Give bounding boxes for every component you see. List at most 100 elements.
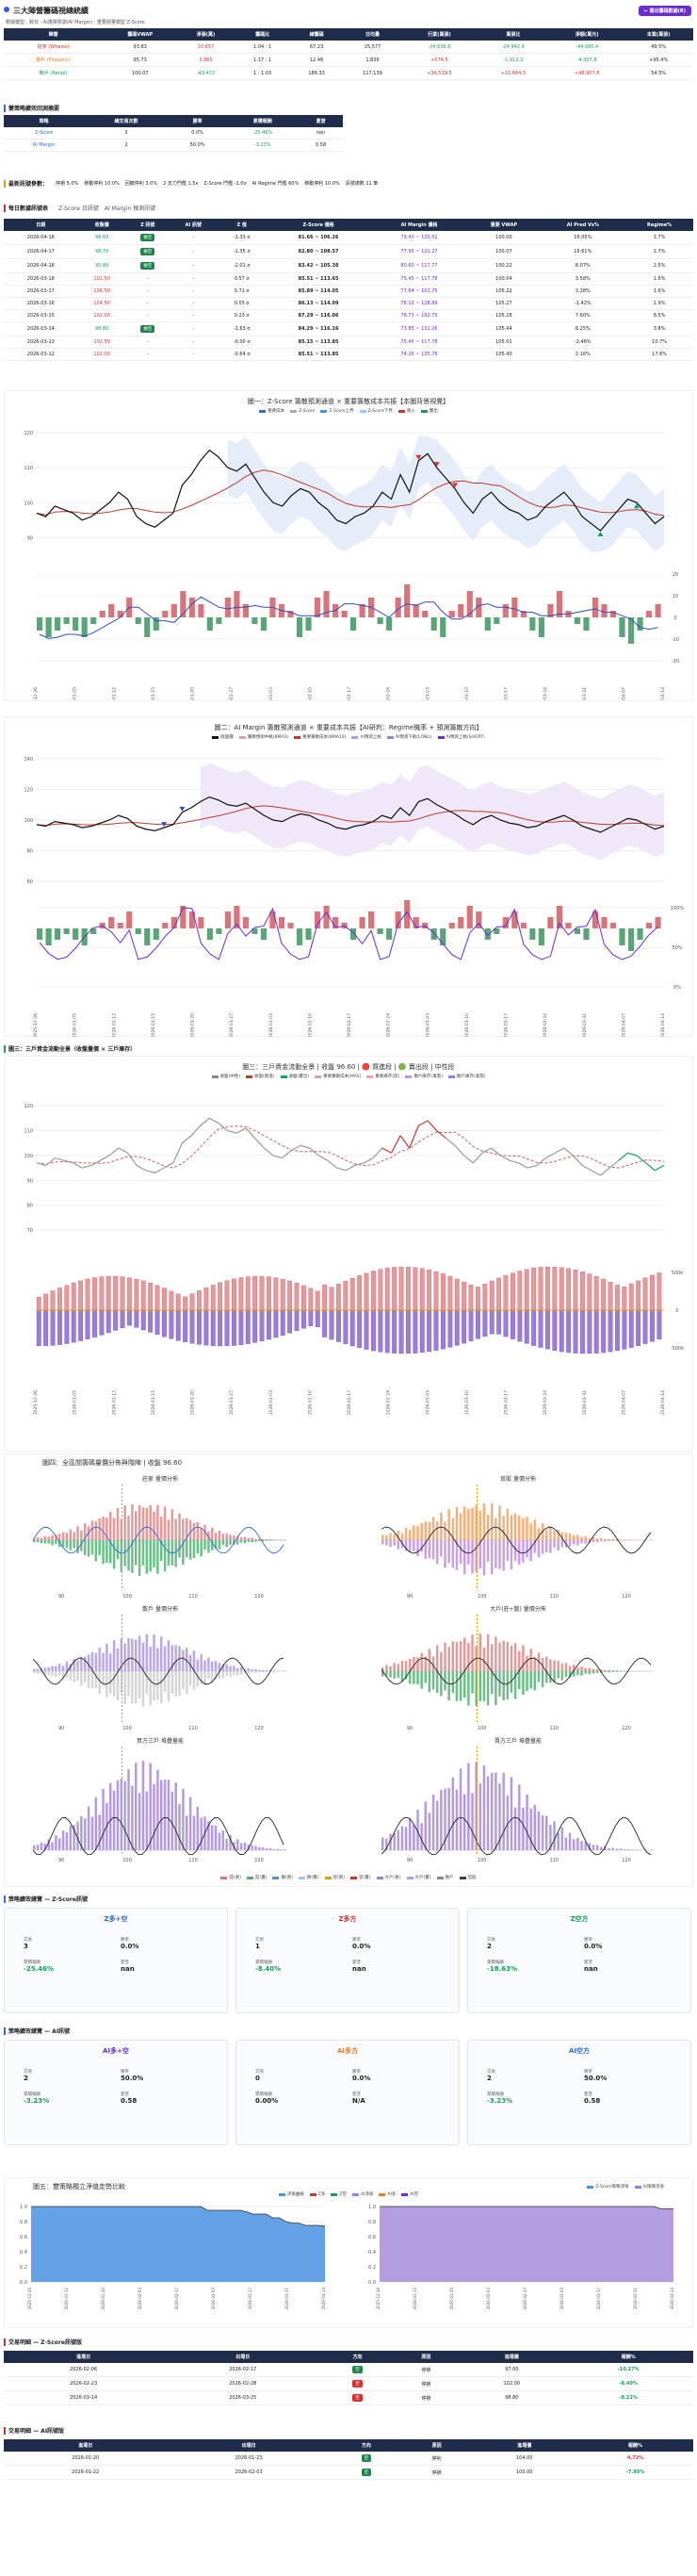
legend-entry[interactable]: 大戶(買) — [376, 1875, 401, 1880]
trades_ai-col-header[interactable]: 原因 — [401, 2439, 472, 2452]
backtest-col-header[interactable]: 總交易次數 — [84, 115, 169, 127]
trades_ai-col-header[interactable]: 進場價 — [471, 2439, 578, 2452]
trades_ai-col-header[interactable]: 方向 — [330, 2439, 402, 2452]
signal_table-col-header[interactable]: Z 值 — [217, 219, 267, 231]
legend-entry[interactable]: AI預測上軌 — [351, 734, 381, 740]
legend-entry[interactable]: 收盤(中性) — [211, 1074, 240, 1079]
legend-entry[interactable]: AI預測上軌(SHORT) — [437, 734, 485, 740]
signal_table-col-header[interactable]: 收盤價 — [77, 219, 126, 231]
trades_ai-col-header[interactable]: 出場日 — [167, 2439, 331, 2452]
signal_table-col-header[interactable]: AI 訊號 — [169, 219, 218, 231]
legend-entry[interactable]: 散戶 — [436, 1875, 454, 1880]
legend-entry[interactable]: 官(買) — [324, 1875, 345, 1880]
dist-bar — [229, 1665, 232, 1671]
dist-bar — [595, 1671, 599, 1674]
trades_z-col-header[interactable]: 方向 — [322, 2351, 393, 2363]
legend-entry[interactable]: AI多 — [379, 2191, 396, 2197]
table-row: 2026-04-17 98.70 做空 - -1.35 σ 82.80 ~ 108.57 7… — [4, 244, 693, 259]
legend-entry[interactable]: 散戶庫存(萬張) — [405, 1074, 443, 1079]
summary_table-col-header[interactable]: 本業(萬張) — [624, 28, 693, 41]
signal_table-col-header[interactable]: AI Margin 價格 — [370, 219, 468, 231]
dist-bar — [385, 1665, 388, 1671]
backtest-col-header[interactable]: 累積報酬 — [226, 115, 300, 127]
signal_table-col-header[interactable]: AI Pred Vs% — [540, 219, 626, 231]
trades_z-col-header[interactable]: 原因 — [392, 2351, 461, 2363]
backtest-col-header[interactable]: 策略 — [4, 115, 85, 127]
export-button[interactable]: ← 匯出籌碼數據(R) — [638, 6, 691, 16]
backtest-col-header[interactable]: 夏普 — [299, 115, 343, 127]
summary_table-col-header[interactable]: 籌碼比 — [234, 28, 291, 41]
legend-entry[interactable]: 重要籌散成本(MA5) — [315, 1074, 361, 1079]
trades_ai-col-header[interactable]: 報酬% — [577, 2439, 693, 2452]
legend-entry[interactable]: 重要庫存(底) — [366, 1074, 399, 1079]
legend-entry[interactable]: 重要籌散成本(BMA10) — [294, 734, 346, 740]
legend-entry[interactable]: 官(賣) — [350, 1875, 371, 1880]
legend-entry[interactable]: 收盤(賣出) — [280, 1074, 309, 1079]
legend-entry[interactable]: 賣出 — [420, 408, 438, 414]
trades_z-col-header[interactable]: 出場日 — [163, 2351, 323, 2363]
x-tick-label: 2026-01-15 — [151, 1013, 156, 1037]
tab-zscore[interactable]: Z-Score 日訊號 — [58, 205, 99, 212]
legend-entry[interactable]: AI預測下軌(LONG) — [386, 734, 432, 740]
legend-entry[interactable]: 重要成本 — [259, 408, 284, 414]
dist-bar — [600, 1669, 603, 1671]
legend-entry[interactable]: 散戶庫存(萬張) — [447, 1074, 486, 1079]
dist-bar — [409, 1530, 412, 1540]
legend-entry[interactable]: 買入 — [397, 408, 415, 414]
legend-entry[interactable]: AI空 — [401, 2191, 418, 2197]
dist-bar — [389, 1665, 392, 1671]
legend-entry[interactable]: Z多 — [309, 2191, 325, 2197]
trades_z-col-header[interactable]: 進場日 — [4, 2351, 164, 2363]
legend-entry[interactable]: 收盤(買進) — [246, 1074, 275, 1079]
signal_table-col-header[interactable]: 日期 — [4, 219, 78, 231]
dist-bar — [33, 1540, 36, 1543]
tab-ai-margin[interactable]: AI Margin 預測訊號 — [104, 205, 156, 212]
legend-label: 散戶庫存(萬張) — [456, 1075, 486, 1079]
inventory-bar-down — [134, 1309, 139, 1328]
summary_table-col-header[interactable]: 陣營 — [4, 28, 104, 41]
trades_z-col-header[interactable]: 報酬% — [563, 2351, 693, 2363]
summary_table-col-header[interactable]: 淨張(萬) — [177, 28, 235, 41]
trades_ai-col-header[interactable]: 進場日 — [4, 2439, 168, 2452]
backtest-col-header[interactable]: 勝率 — [168, 115, 227, 127]
dist-bar — [526, 1540, 528, 1558]
ai-bar — [180, 906, 186, 928]
legend-entry[interactable]: 官股 — [459, 1875, 477, 1880]
legend-entry[interactable]: 淨值曲線 — [278, 2191, 304, 2197]
summary_table-col-header[interactable]: 日均量 — [342, 28, 403, 41]
table-cell: 2026-02-23 — [4, 2376, 164, 2391]
legend-entry[interactable]: 籌散預測中軌(BMA3) — [238, 734, 288, 740]
summary_table-col-header[interactable]: 籌碼VWAP — [103, 28, 178, 41]
dist-bar — [409, 1671, 412, 1684]
legend-entry[interactable]: 散(買) — [272, 1875, 293, 1880]
legend-entry[interactable]: 大戶(賣) — [406, 1875, 431, 1880]
legend-entry[interactable]: AI淨值 — [351, 2191, 373, 2197]
signal_table-col-header[interactable]: Z-Score 價格 — [266, 219, 371, 231]
inventory-bar-up — [656, 1272, 662, 1311]
summary_table-col-header[interactable]: 行業(萬張) — [402, 28, 477, 41]
legend-entry[interactable]: 莊(賣) — [246, 1875, 267, 1880]
table-cell: 1.6% — [625, 272, 693, 286]
legend-entry[interactable]: Z-Score下界 — [359, 408, 393, 414]
trades_z-col-header[interactable]: 進場價 — [460, 2351, 564, 2363]
signal_table-col-header[interactable]: Z 訊號 — [125, 219, 170, 231]
signal_table-col-header[interactable]: Regime% — [625, 219, 693, 231]
summary_table-col-header[interactable]: 總籌碼 — [290, 28, 343, 41]
chart5-sublegend: 淨值曲線 Z多 Z空 AI淨值 AI多 AI空 — [5, 2191, 692, 2197]
price-segment — [245, 1127, 256, 1139]
legend-entry[interactable]: Z-Score上界 — [320, 408, 354, 414]
legend-entry[interactable]: Z空 — [331, 2191, 347, 2197]
legend-entry[interactable]: 莊(買) — [220, 1875, 241, 1880]
signal_table-col-header[interactable]: 重要 VWAP — [467, 219, 541, 231]
summary_table-col-header[interactable]: 淨額(萬元) — [550, 28, 624, 41]
inventory-bar-up — [454, 1278, 460, 1311]
inventory-bar-up — [384, 1268, 390, 1311]
ai-bar — [601, 917, 608, 928]
dist-bar — [160, 1636, 163, 1671]
legend-entry[interactable]: Z-Score — [290, 408, 315, 414]
price-segment — [372, 1147, 383, 1158]
x-tick-label: 90 — [58, 1858, 64, 1863]
legend-entry[interactable]: 散(賣) — [298, 1875, 319, 1880]
summary_table-col-header[interactable]: 萬張比 — [476, 28, 551, 41]
legend-entry[interactable]: 收盤價 — [212, 734, 234, 740]
